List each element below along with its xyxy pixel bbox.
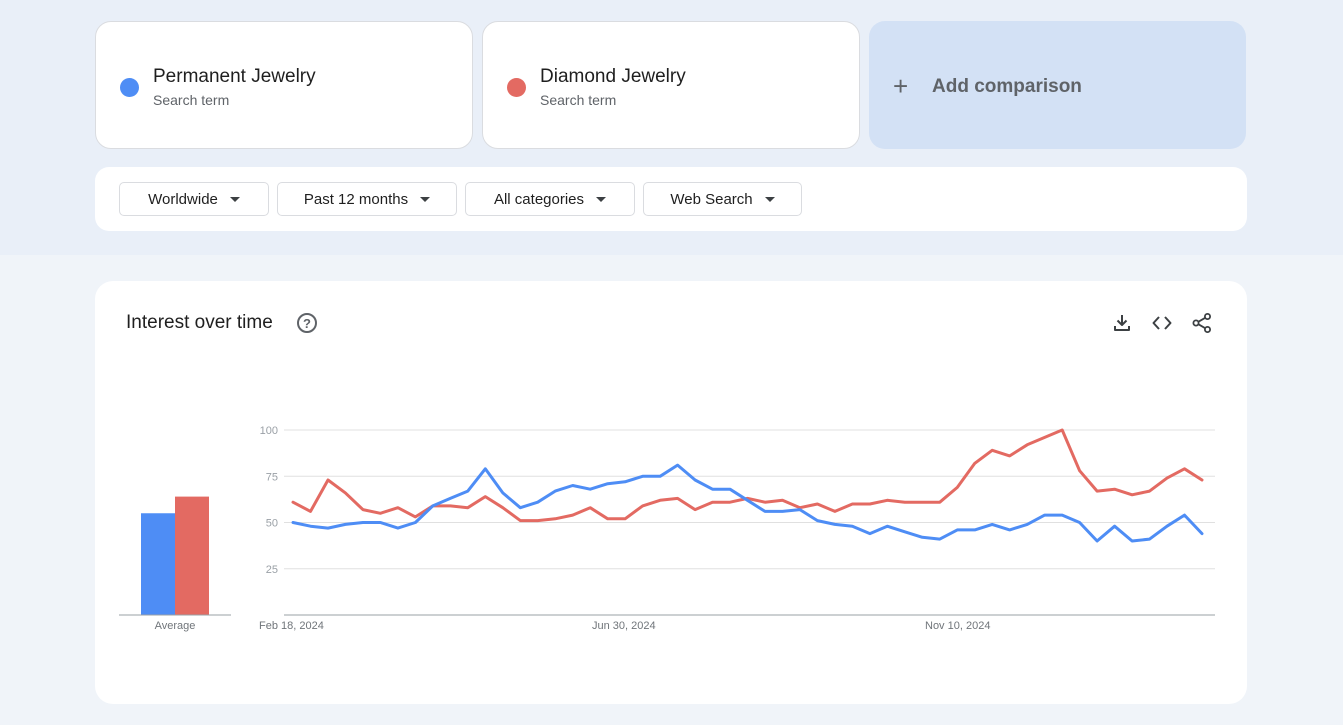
chart-title: Interest over time bbox=[126, 312, 273, 333]
caret-down-icon bbox=[229, 196, 240, 202]
x-tick-label: Nov 10, 2024 bbox=[925, 620, 990, 632]
term-name[interactable]: Diamond Jewelry bbox=[540, 66, 686, 87]
filter-bar: Worldwide Past 12 months All categories … bbox=[95, 167, 1247, 231]
y-tick-label: 25 bbox=[266, 564, 278, 576]
embed-code-icon[interactable] bbox=[1151, 312, 1173, 334]
y-tick-label: 100 bbox=[260, 425, 278, 437]
search-type-filter-dropdown[interactable]: Web Search bbox=[643, 182, 802, 216]
caret-down-icon bbox=[420, 196, 431, 202]
average-bar bbox=[141, 513, 175, 615]
filter-label: Web Search bbox=[670, 190, 753, 208]
interest-line-chart: 25 50 75 100 Feb 18, 2024 Jun 30, 2024 Nov … bbox=[259, 425, 1215, 632]
add-comparison-button[interactable]: + Add comparison bbox=[869, 21, 1246, 149]
term-name[interactable]: Permanent Jewelry bbox=[153, 66, 316, 87]
filter-label: All categories bbox=[493, 190, 585, 208]
location-filter-dropdown[interactable]: Worldwide bbox=[119, 182, 269, 216]
series-line-permanent-jewelry bbox=[291, 463, 1204, 543]
help-icon[interactable]: ? bbox=[297, 313, 317, 333]
term-card-diamond-jewelry[interactable]: Diamond Jewelry Search term bbox=[482, 21, 860, 149]
term-subtitle: Search term bbox=[153, 92, 230, 108]
term-card-permanent-jewelry[interactable]: Permanent Jewelry Search term bbox=[95, 21, 473, 149]
x-tick-label: Jun 30, 2024 bbox=[592, 620, 656, 632]
average-label: Average bbox=[155, 620, 196, 632]
plus-icon: + bbox=[893, 71, 909, 101]
x-tick-label: Feb 18, 2024 bbox=[259, 620, 324, 632]
term-color-dot bbox=[120, 78, 139, 97]
caret-down-icon bbox=[764, 196, 775, 202]
download-icon[interactable] bbox=[1111, 312, 1133, 334]
add-comparison-label: Add comparison bbox=[932, 76, 1082, 97]
y-tick-label: 50 bbox=[266, 518, 278, 530]
average-bar-chart: Average bbox=[119, 496, 231, 632]
share-icon[interactable] bbox=[1191, 312, 1213, 334]
term-color-dot bbox=[507, 78, 526, 97]
term-subtitle: Search term bbox=[540, 92, 617, 108]
y-tick-label: 75 bbox=[266, 471, 278, 483]
average-bar bbox=[175, 496, 209, 615]
caret-down-icon bbox=[596, 196, 607, 202]
filter-label: Past 12 months bbox=[303, 190, 409, 208]
category-filter-dropdown[interactable]: All categories bbox=[465, 182, 635, 216]
filter-label: Worldwide bbox=[148, 190, 218, 208]
series-line-diamond-jewelry bbox=[291, 428, 1204, 523]
interest-over-time-card: Interest over time ? Average 25 50 75 100 F… bbox=[95, 281, 1247, 704]
time-range-filter-dropdown[interactable]: Past 12 months bbox=[277, 182, 457, 216]
